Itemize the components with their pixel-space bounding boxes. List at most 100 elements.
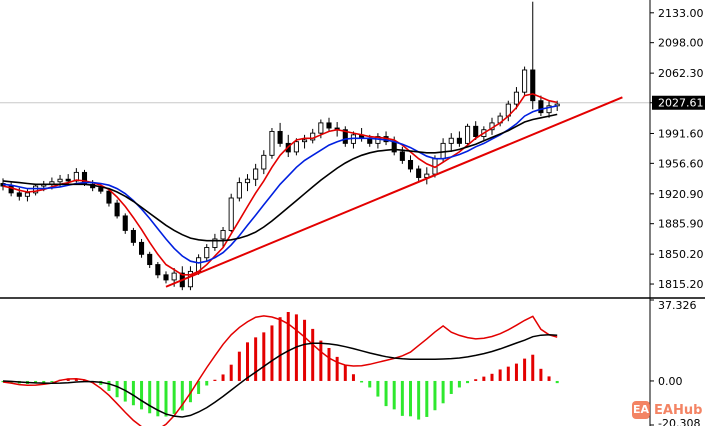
candle: [212, 233, 218, 251]
eahub-watermark-text: EAHub: [654, 402, 703, 418]
candle-body: [513, 91, 519, 105]
candle-body: [253, 168, 259, 180]
candle: [122, 213, 128, 234]
candle: [407, 155, 414, 173]
candle: [130, 227, 136, 246]
candle-body: [187, 270, 194, 288]
candle: [179, 266, 185, 291]
candle-body: [244, 178, 251, 184]
candle: [546, 100, 552, 118]
candle-body: [204, 247, 210, 259]
candle-body: [546, 105, 552, 114]
candle-body: [171, 272, 177, 281]
candle-body: [155, 264, 161, 276]
candle-body: [465, 125, 471, 144]
price-tick-label: 2098.00: [658, 37, 704, 50]
candle-body: [261, 154, 267, 170]
candle: [465, 123, 471, 147]
candle: [513, 87, 519, 110]
candle: [448, 133, 454, 152]
current-price-label-bg: [652, 95, 705, 110]
candle: [33, 183, 39, 196]
candle-body: [33, 185, 39, 194]
macd-line-2: [2, 334, 558, 418]
candle: [114, 199, 120, 219]
candle-body: [416, 168, 422, 178]
macd-panel: [1, 311, 559, 430]
moving-average-line-2: [2, 105, 558, 264]
candle-body: [122, 215, 128, 231]
candle: [310, 128, 316, 144]
candle-body: [57, 178, 63, 183]
candle: [236, 177, 242, 202]
candle-body: [24, 192, 31, 197]
candle-body: [16, 192, 22, 197]
price-axis: 2133.00 2098.00 2062.30 2027.61 1991.60 1956.…: [649, 0, 705, 426]
eahub-watermark: EA EAHub: [632, 400, 702, 420]
candle: [416, 165, 422, 181]
candle-body: [293, 141, 299, 153]
candle: [375, 133, 381, 149]
trendline: [165, 96, 623, 288]
candle: [261, 150, 267, 175]
candle: [456, 131, 462, 147]
price-tick-label: 2062.30: [658, 67, 704, 80]
candle-body: [530, 69, 536, 102]
macd-tick-label: 37.326: [658, 299, 697, 312]
candle: [253, 163, 259, 187]
candle-body: [138, 241, 145, 255]
candle-body: [147, 253, 153, 266]
candle-body: [407, 159, 414, 170]
eahub-logo-icon: EA: [632, 401, 650, 419]
candle-body: [538, 100, 544, 114]
price-tick-label: 1815.20: [658, 278, 704, 291]
candle-body: [269, 130, 275, 156]
candle-body: [399, 151, 405, 161]
price-tick-label: 2133.00: [658, 7, 704, 20]
candle: [424, 167, 430, 185]
price-tick-label: 1850.20: [658, 248, 704, 261]
candle-body: [163, 274, 169, 281]
price-panel: [0, 1, 650, 291]
candle-body: [220, 229, 226, 240]
candle: [522, 66, 528, 96]
candle-body: [106, 190, 112, 204]
candle-body: [522, 69, 528, 93]
candle: [244, 174, 251, 192]
candle-body: [302, 139, 308, 143]
candle-body: [8, 185, 14, 194]
candle-body: [212, 238, 218, 248]
candle: [220, 227, 226, 248]
current-price-label: 2027.61: [658, 97, 704, 110]
candle-body: [65, 178, 71, 182]
price-tick-label: 1991.60: [658, 127, 704, 140]
candle-body: [318, 122, 324, 134]
candle-body: [98, 187, 104, 192]
price-tick-label: 1885.90: [658, 218, 704, 231]
candle: [342, 126, 348, 147]
candle: [269, 128, 275, 159]
candle-body: [342, 129, 348, 144]
candle: [302, 134, 308, 149]
candle-body: [448, 137, 454, 144]
candle: [147, 251, 153, 268]
candle-body: [277, 130, 283, 144]
moving-average-line-3: [2, 113, 558, 242]
macd-line-1: [2, 315, 558, 430]
candle: [187, 266, 194, 291]
candle-body: [130, 229, 136, 243]
macd-tick-label: 0.00: [658, 375, 683, 388]
candle: [326, 117, 332, 132]
candle: [138, 238, 145, 258]
candle: [155, 262, 161, 279]
candle-body: [114, 202, 120, 217]
candle: [277, 122, 283, 147]
candle-body: [228, 197, 234, 231]
candle-body: [473, 125, 479, 138]
candle: [530, 1, 536, 110]
price-tick-label: 1920.90: [658, 188, 704, 201]
candle: [538, 95, 544, 117]
candle-body: [391, 141, 397, 153]
